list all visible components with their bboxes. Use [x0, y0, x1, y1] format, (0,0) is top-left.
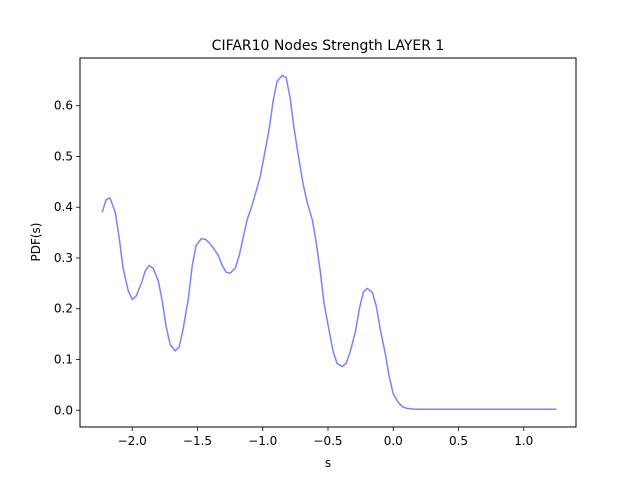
- y-tick-label: 0.4: [54, 200, 73, 214]
- x-tick-label: −1.5: [183, 434, 212, 448]
- x-tick-label: 1.0: [514, 434, 533, 448]
- x-axis-label: s: [325, 456, 331, 470]
- y-axis: 0.0 0.1 0.2 0.3 0.4 0.5 0.6: [54, 99, 80, 417]
- x-tick-label: −0.5: [313, 434, 342, 448]
- x-tick-label: −1.0: [248, 434, 277, 448]
- y-tick-label: 0.3: [54, 251, 73, 265]
- y-axis-label: PDF(s): [29, 223, 43, 262]
- y-tick-label: 0.5: [54, 149, 73, 163]
- x-tick-label: 0.0: [384, 434, 403, 448]
- y-tick-label: 0.6: [54, 99, 73, 113]
- x-tick-label: −2.0: [118, 434, 147, 448]
- x-axis: −2.0 −1.5 −1.0 −0.5 0.0 0.5 1.0: [118, 427, 533, 448]
- series-line-0: [101, 74, 557, 410]
- y-tick-label: 0.2: [54, 302, 73, 316]
- x-tick-label: 0.5: [449, 434, 468, 448]
- y-tick-label: 0.0: [54, 403, 73, 417]
- chart-title: CIFAR10 Nodes Strength LAYER 1: [212, 38, 445, 54]
- plot-area: [101, 74, 557, 410]
- y-tick-label: 0.1: [54, 352, 73, 366]
